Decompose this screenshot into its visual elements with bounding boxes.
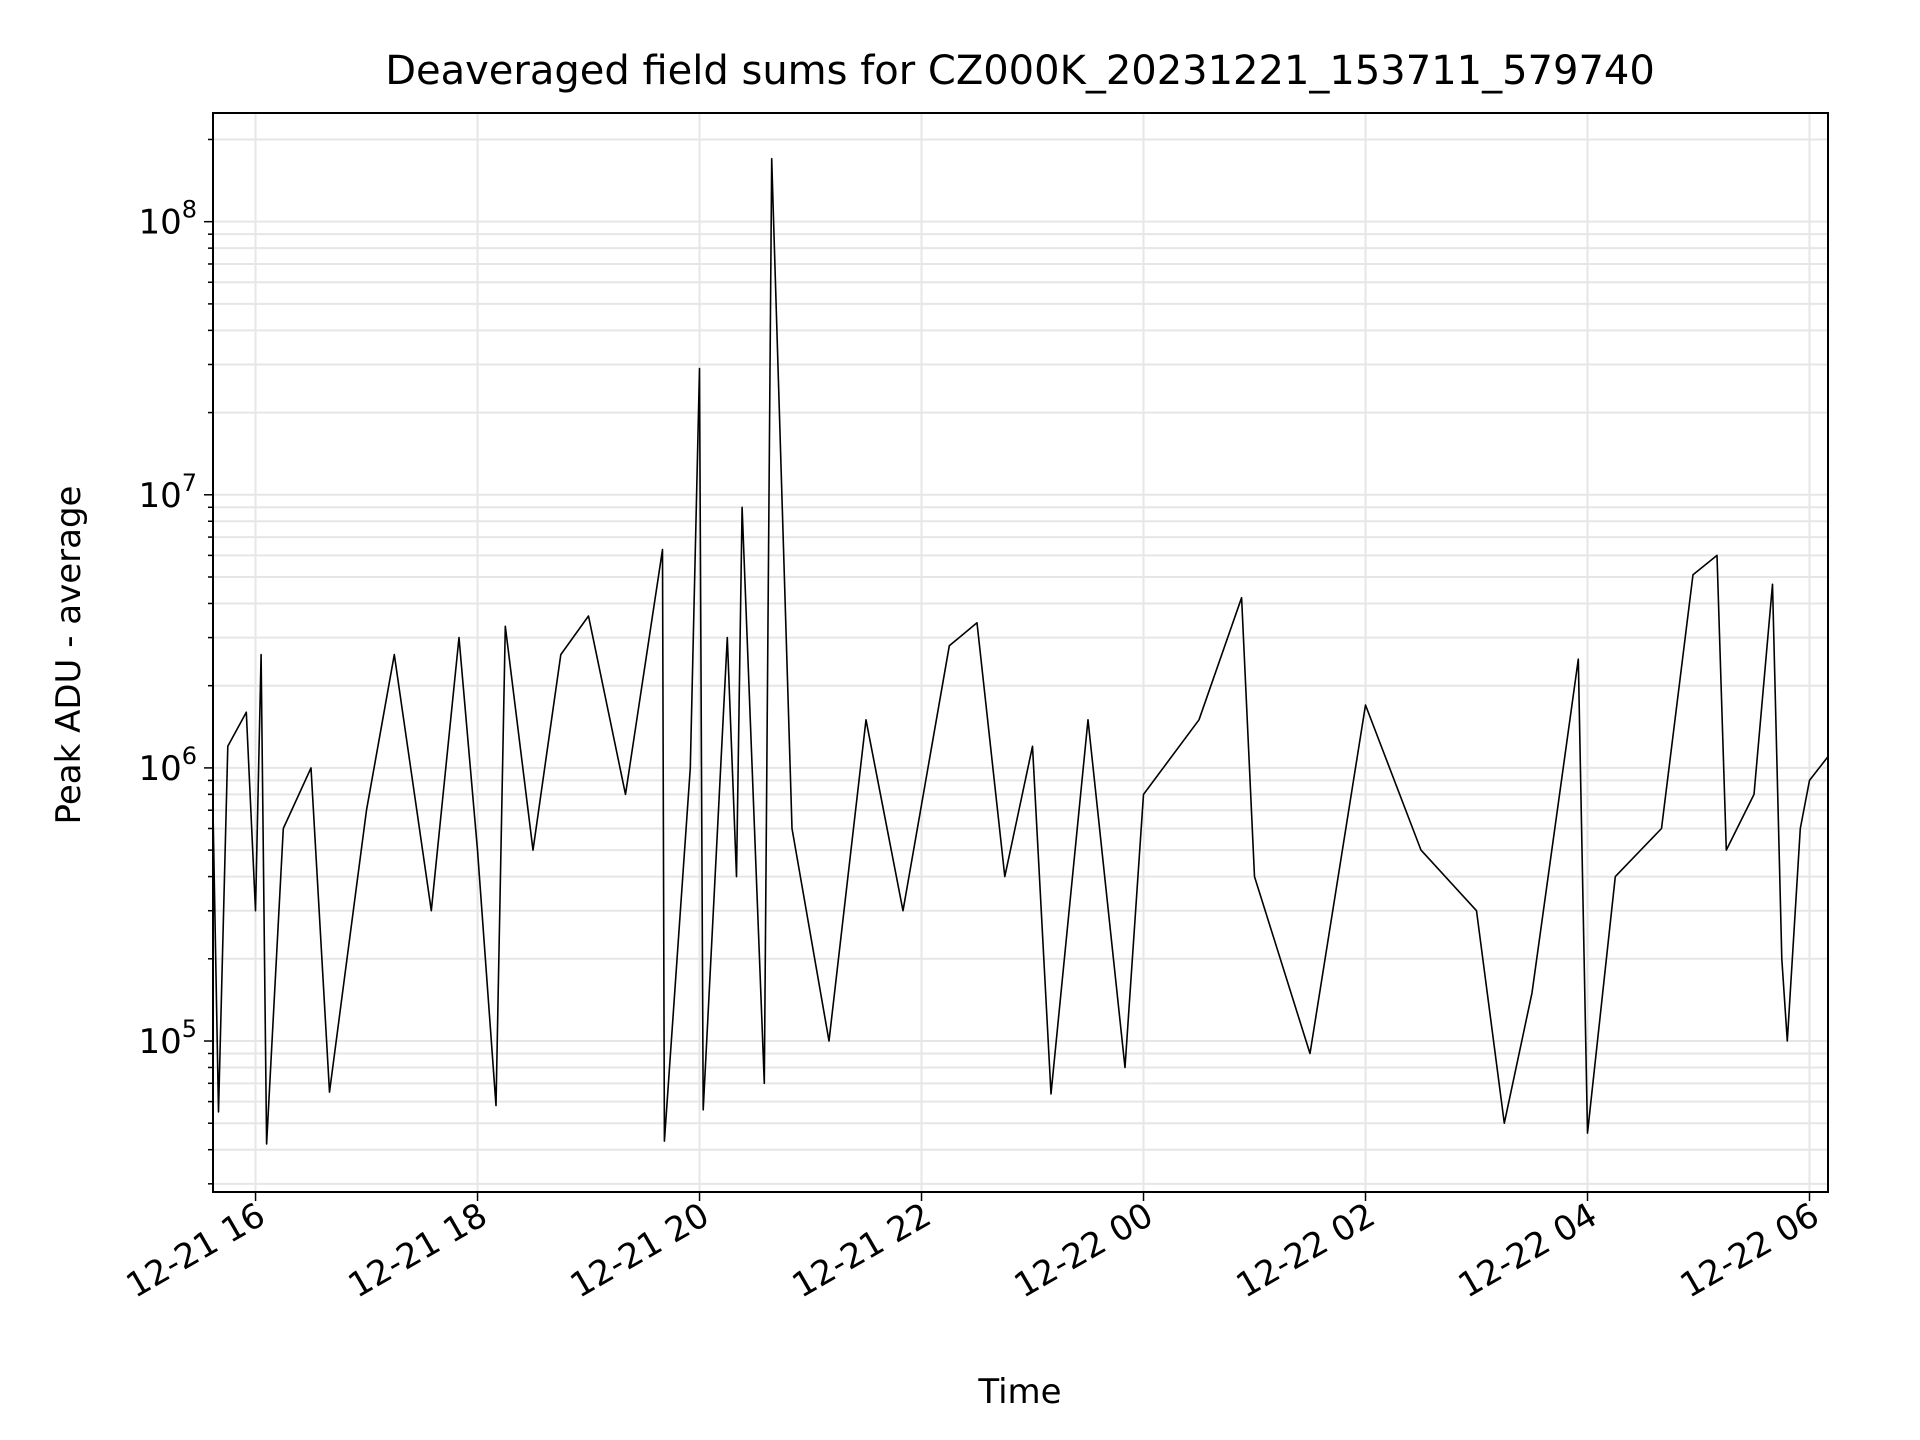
series-group xyxy=(212,157,1829,1145)
y-tick-label: 108 xyxy=(138,196,197,243)
grid xyxy=(213,113,1828,1192)
y-tick-label: 106 xyxy=(138,742,197,789)
y-axis: 105 106 107 108 xyxy=(138,138,213,1185)
y-tick-label: 107 xyxy=(138,469,197,516)
y-tick-label: 105 xyxy=(138,1015,197,1062)
chart-title: Deaveraged field sums for CZ000K_2023122… xyxy=(385,48,1655,94)
x-axis-label: Time xyxy=(977,1372,1061,1412)
series-line xyxy=(212,157,1829,1145)
y-axis-label: Peak ADU - average xyxy=(49,486,89,825)
plot-frame xyxy=(212,112,1829,1193)
